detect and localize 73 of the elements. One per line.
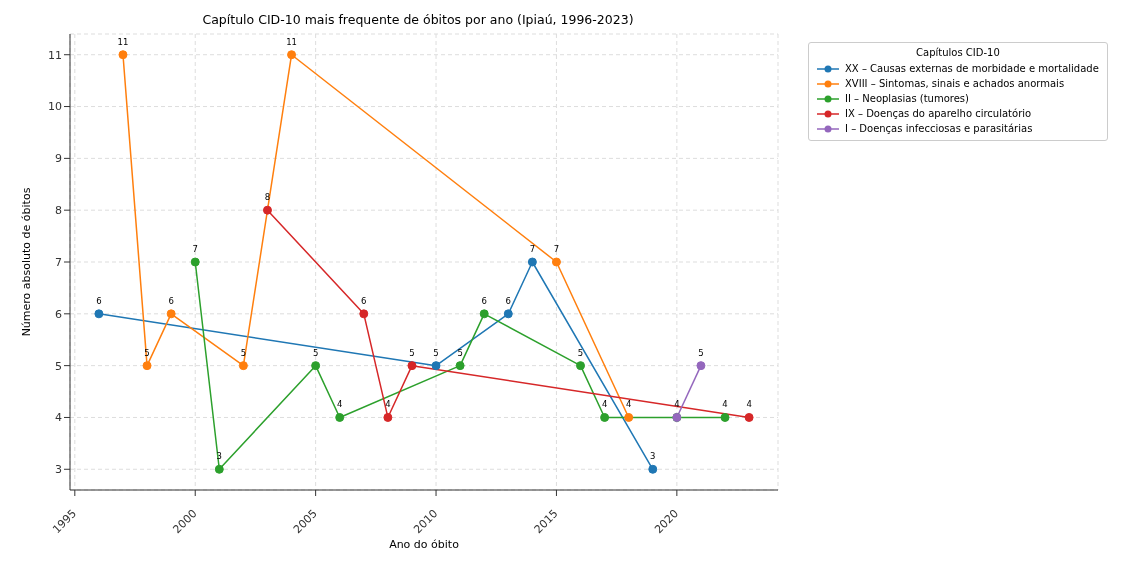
y-tick-label: 3 <box>55 463 62 477</box>
point <box>311 361 321 371</box>
x-axis-title: Ano do óbito <box>389 538 460 551</box>
data-label: 5 <box>457 347 463 358</box>
point <box>142 361 152 371</box>
legend-label: II – Neoplasias (tumores) <box>845 93 969 104</box>
point <box>479 309 489 319</box>
data-label: 4 <box>601 399 608 410</box>
data-label: 6 <box>96 295 102 306</box>
data-label: 6 <box>505 295 511 306</box>
point <box>166 309 176 319</box>
data-label: 5 <box>698 347 704 358</box>
point <box>503 309 513 319</box>
point <box>576 361 586 371</box>
point <box>624 412 634 422</box>
point <box>262 205 272 215</box>
y-tick-label: 8 <box>55 204 62 218</box>
data-label: 5 <box>409 347 415 358</box>
point <box>431 361 441 371</box>
y-tick-label: 11 <box>48 48 62 62</box>
data-label: 4 <box>625 399 632 410</box>
y-axis-title: Número absoluto de óbitos <box>19 187 33 337</box>
point <box>287 50 297 60</box>
data-label: 3 <box>650 451 656 462</box>
data-label: 5 <box>577 347 584 358</box>
data-label: 3 <box>216 451 223 462</box>
point <box>600 412 610 422</box>
data-label: 11 <box>117 36 129 47</box>
y-tick-label: 7 <box>55 255 62 269</box>
data-label: 7 <box>553 244 560 254</box>
data-label: 5 <box>144 347 150 358</box>
data-label: 4 <box>674 399 680 410</box>
data-label: 4 <box>385 399 391 410</box>
data-label: 6 <box>361 295 367 306</box>
data-label: 4 <box>746 399 752 410</box>
data-label: 7 <box>192 244 198 254</box>
data-label: 11 <box>286 36 297 47</box>
data-label: 7 <box>529 244 536 254</box>
data-label: 5 <box>433 347 439 358</box>
data-label: 5 <box>240 347 247 358</box>
y-tick-label: 9 <box>55 152 62 166</box>
y-tick-label: 6 <box>55 307 62 321</box>
y-tick-label: 4 <box>55 411 62 425</box>
point <box>744 412 754 422</box>
point <box>648 464 658 474</box>
y-tick-label: 5 <box>55 359 62 373</box>
chart-title: Capítulo CID-10 mais frequente de óbitos por ano (Ipiaú, 1996-2023) <box>202 12 634 27</box>
point <box>383 412 393 422</box>
point <box>407 361 417 371</box>
point <box>238 361 248 371</box>
point <box>190 257 200 267</box>
data-label: 4 <box>337 399 343 410</box>
y-tick-label: 10 <box>48 100 62 114</box>
data-label: 8 <box>264 192 271 203</box>
data-label: 6 <box>168 295 174 306</box>
point <box>335 412 345 422</box>
legend-title: Capítulos CID-10 <box>915 47 1001 58</box>
point <box>214 464 224 474</box>
point <box>551 257 561 267</box>
data-label: 4 <box>722 399 728 410</box>
point <box>118 50 128 60</box>
point <box>696 361 706 371</box>
data-label: 6 <box>481 295 487 306</box>
point <box>359 309 369 319</box>
point <box>94 309 104 319</box>
legend-label: IX – Doenças do aparelho circulatório <box>845 108 1032 119</box>
legend-label: I – Doenças infecciosas e parasitárias <box>845 123 1033 134</box>
point <box>455 361 465 371</box>
point <box>527 257 537 267</box>
legend-label: XX – Causas externas de morbidade e mortalidade <box>845 63 1099 74</box>
data-label: 5 <box>312 347 319 358</box>
point <box>720 412 730 422</box>
legend-label: XVIII – Sintomas, sinais e achados anormais <box>845 78 1065 89</box>
